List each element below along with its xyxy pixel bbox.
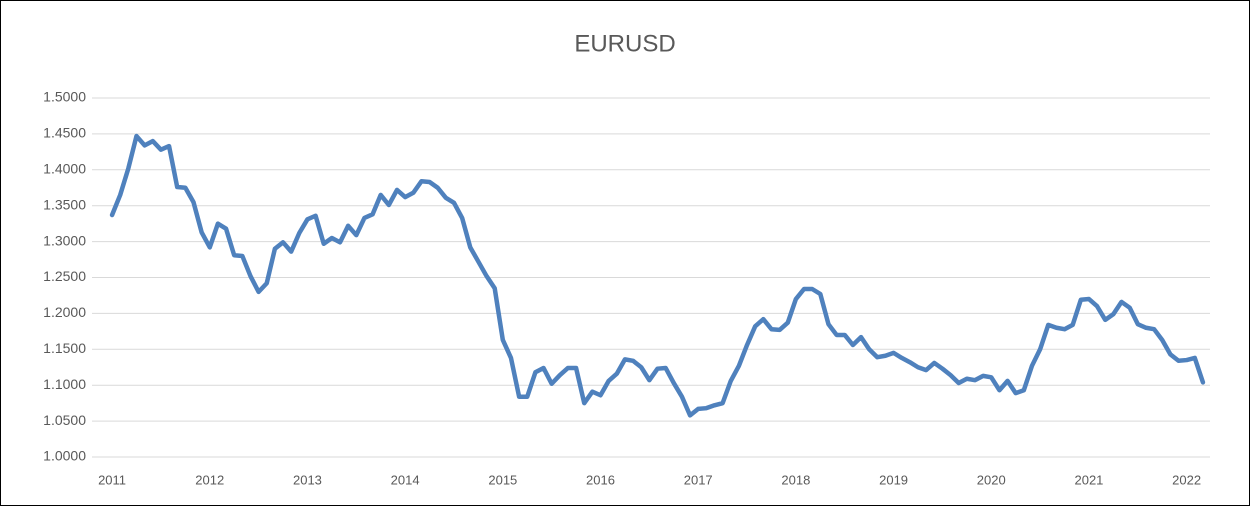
- x-tick-label: 2016: [586, 472, 615, 487]
- x-tick-label: 2021: [1074, 472, 1103, 487]
- x-tick-label: 2013: [293, 472, 322, 487]
- x-tick-label: 2011: [98, 472, 126, 487]
- y-tick-label: 1.4500: [43, 125, 86, 141]
- y-tick-label: 1.3500: [43, 196, 86, 212]
- x-tick-label: 2015: [488, 472, 517, 487]
- y-tick-label: 1.2500: [43, 268, 86, 284]
- data-line: [109, 133, 1206, 418]
- x-tick-label: 2018: [781, 472, 810, 487]
- x-tick-label: 2020: [977, 472, 1006, 487]
- y-tick-label: 1.0500: [43, 412, 86, 428]
- y-tick-label: 1.4000: [43, 161, 86, 177]
- y-tick-label: 1.0000: [43, 448, 86, 464]
- y-tick-label: 1.2000: [43, 304, 86, 320]
- x-tick-label: 2022: [1172, 472, 1201, 487]
- x-tick-label: 2014: [391, 472, 420, 487]
- x-tick-label: 2012: [195, 472, 224, 487]
- x-tick-label: 2017: [684, 472, 713, 487]
- y-tick-label: 1.1000: [43, 376, 86, 392]
- x-tick-label: 2019: [879, 472, 908, 487]
- y-tick-label: 1.3000: [43, 232, 86, 248]
- y-tick-label: 1.1500: [43, 340, 86, 356]
- y-tick-label: 1.5000: [43, 89, 86, 105]
- chart-title: EURUSD: [574, 30, 675, 57]
